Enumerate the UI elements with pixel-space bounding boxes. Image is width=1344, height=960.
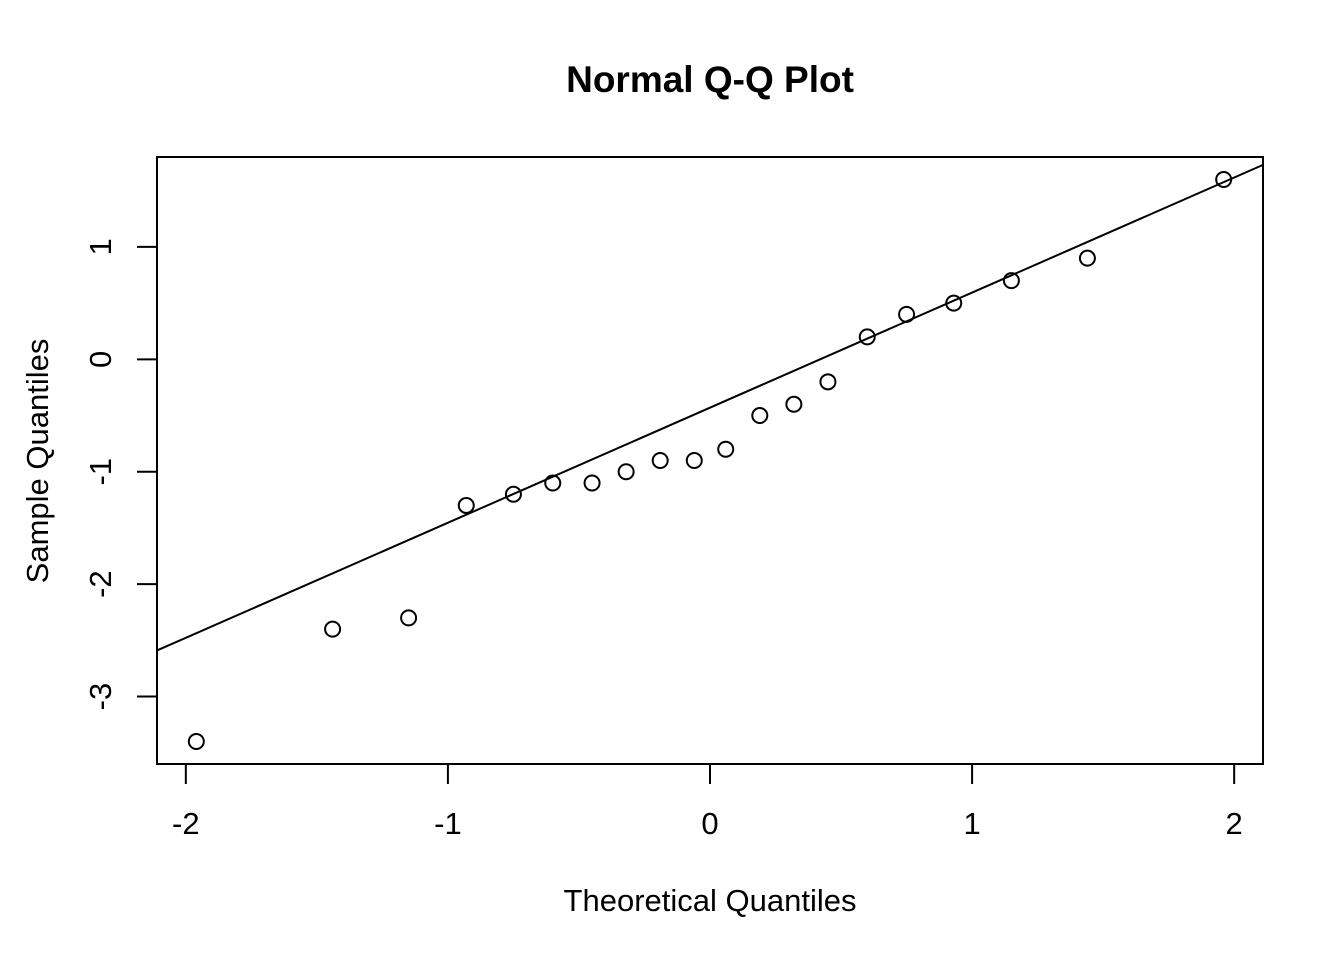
x-axis: -2 -1 0 1 2	[172, 763, 1243, 841]
x-tick-label: -2	[172, 806, 200, 841]
x-tick-label: 2	[1226, 806, 1243, 841]
data-point	[504, 485, 522, 503]
data-point	[898, 305, 916, 323]
y-tick-label: -1	[83, 458, 118, 486]
data-point	[785, 395, 803, 413]
x-tick-label: 0	[701, 806, 718, 841]
x-tick-label: -1	[434, 806, 462, 841]
plot-frame	[156, 156, 1264, 765]
data-point	[945, 294, 963, 312]
data-point	[751, 407, 769, 425]
data-point	[685, 452, 703, 469]
x-axis-label: Theoretical Quantiles	[564, 883, 857, 918]
data-point	[1215, 170, 1233, 188]
y-tick-label: -3	[83, 683, 118, 711]
y-axis: -3 -2 -1 0 1	[83, 238, 158, 711]
data-point	[544, 474, 562, 492]
y-tick-label: 1	[83, 238, 118, 255]
y-tick-label: -2	[83, 570, 118, 598]
data-point	[1002, 272, 1020, 290]
y-tick-label: 0	[83, 351, 118, 368]
data-point	[617, 463, 635, 481]
data-point	[717, 440, 735, 458]
data-point	[1078, 249, 1096, 267]
data-point	[400, 609, 418, 627]
data-point	[457, 496, 475, 514]
data-point	[324, 620, 342, 638]
reference-line-layer	[156, 163, 1264, 652]
data-point	[819, 373, 837, 391]
x-tick-label: 1	[963, 806, 980, 841]
data-point	[187, 733, 205, 751]
data-point	[583, 474, 601, 492]
data-point	[858, 328, 876, 346]
qq-reference-line	[156, 163, 1264, 652]
points-layer	[187, 170, 1233, 751]
chart-title: Normal Q-Q Plot	[566, 59, 854, 100]
y-axis-label: Sample Quantiles	[20, 339, 55, 584]
data-point	[651, 452, 669, 469]
